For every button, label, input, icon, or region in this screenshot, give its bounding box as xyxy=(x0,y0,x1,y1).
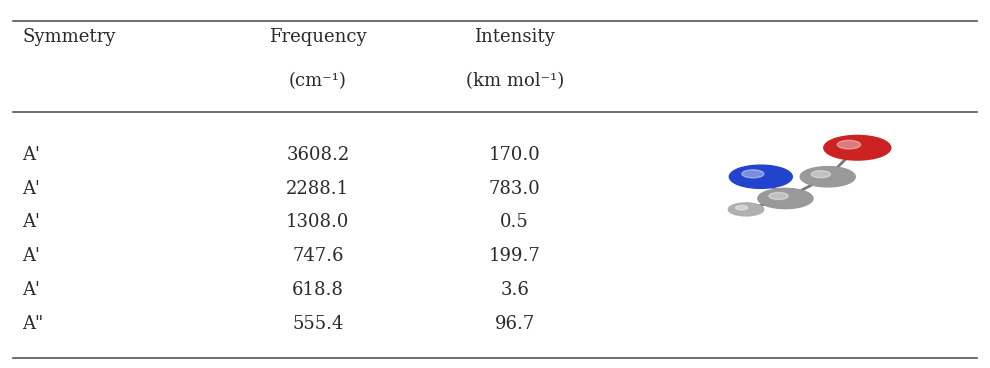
Text: 0.5: 0.5 xyxy=(500,213,529,231)
Text: (cm⁻¹): (cm⁻¹) xyxy=(289,72,346,90)
Circle shape xyxy=(758,188,813,209)
Text: Frequency: Frequency xyxy=(269,28,366,46)
Text: 3608.2: 3608.2 xyxy=(286,146,349,164)
Text: 618.8: 618.8 xyxy=(292,281,344,299)
Circle shape xyxy=(838,140,860,149)
Text: 1308.0: 1308.0 xyxy=(286,213,349,231)
Text: 96.7: 96.7 xyxy=(495,315,535,333)
Circle shape xyxy=(736,205,747,210)
Circle shape xyxy=(824,135,891,160)
Circle shape xyxy=(811,171,831,178)
Text: A': A' xyxy=(23,180,41,198)
Text: (km mol⁻¹): (km mol⁻¹) xyxy=(465,72,564,90)
Text: 2288.1: 2288.1 xyxy=(286,180,349,198)
Text: A': A' xyxy=(23,281,41,299)
Text: A': A' xyxy=(23,213,41,231)
Circle shape xyxy=(742,170,764,178)
Text: 783.0: 783.0 xyxy=(489,180,541,198)
Text: A': A' xyxy=(23,247,41,265)
Text: 199.7: 199.7 xyxy=(489,247,541,265)
Circle shape xyxy=(730,165,792,188)
Circle shape xyxy=(800,167,855,187)
Text: Intensity: Intensity xyxy=(474,28,555,46)
Text: 3.6: 3.6 xyxy=(500,281,529,299)
Text: 747.6: 747.6 xyxy=(292,247,344,265)
Text: 170.0: 170.0 xyxy=(489,146,541,164)
Text: Symmetry: Symmetry xyxy=(23,28,116,46)
Circle shape xyxy=(729,203,763,216)
Text: A": A" xyxy=(23,315,44,333)
Circle shape xyxy=(769,192,788,199)
Text: A': A' xyxy=(23,146,41,164)
Text: 555.4: 555.4 xyxy=(292,315,344,333)
